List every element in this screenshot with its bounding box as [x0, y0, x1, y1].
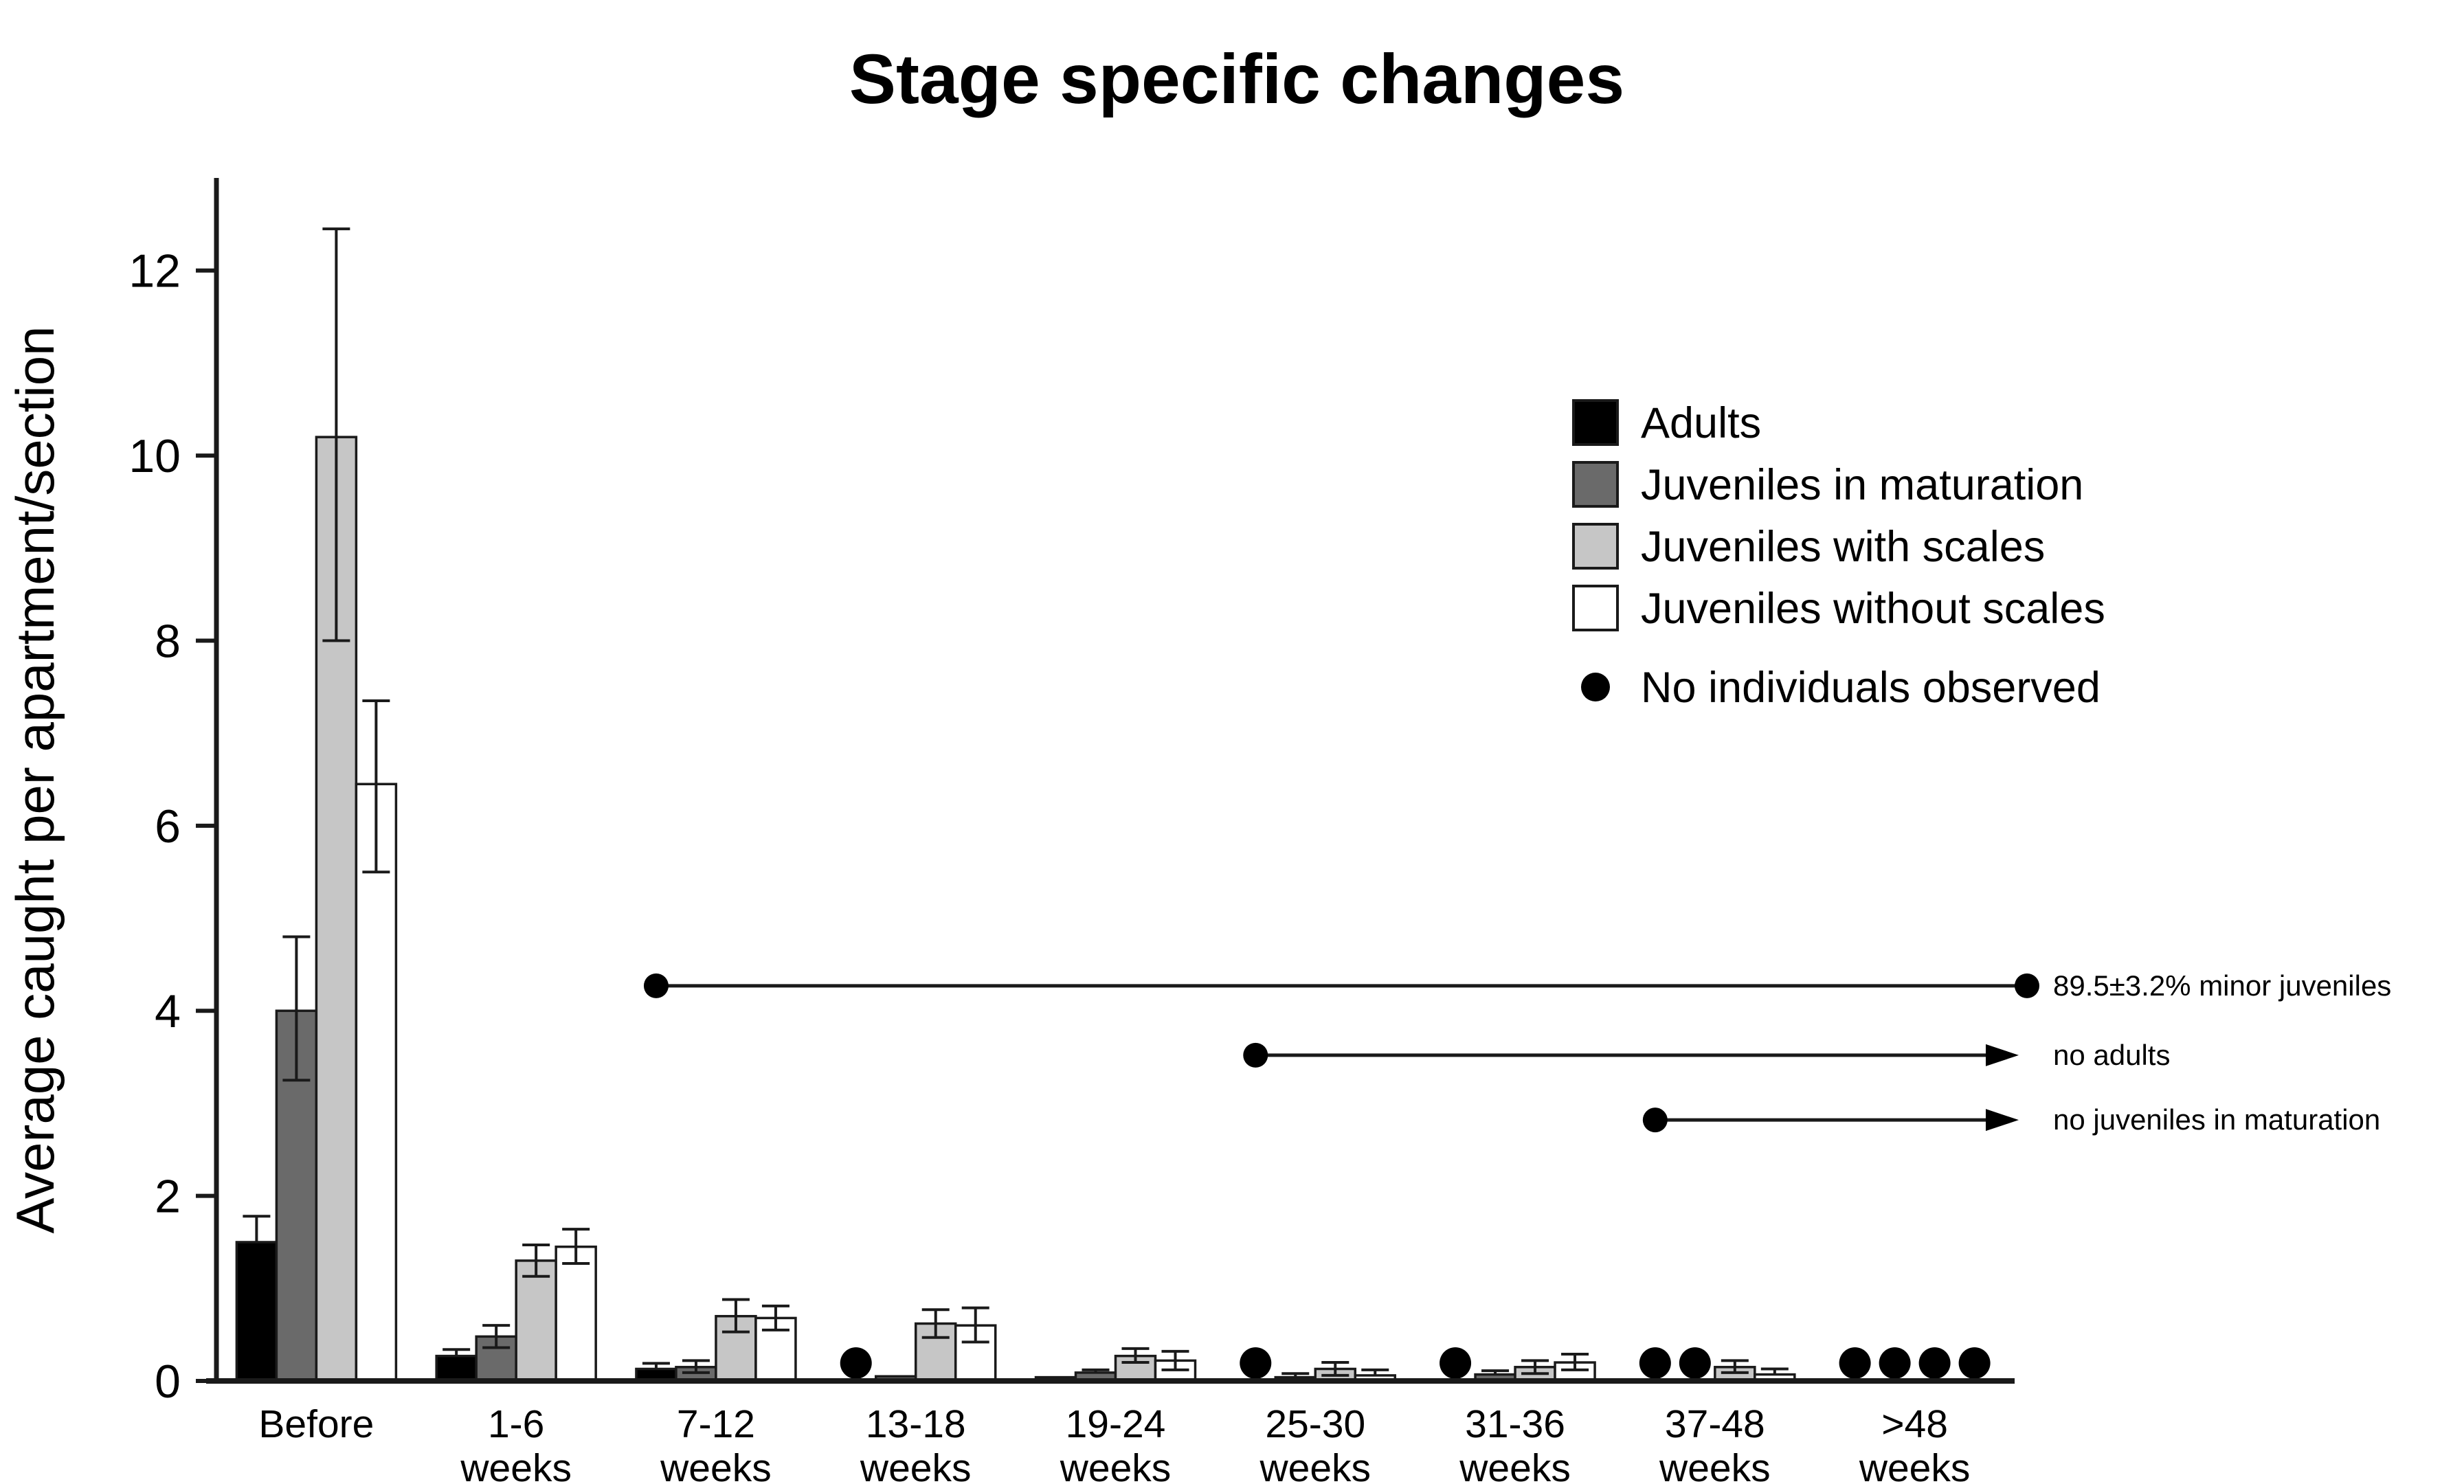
x-tick-label-13-18: 13-18 [866, 1402, 966, 1446]
x-tick-label-37-48-line2: weeks [1659, 1446, 1771, 1484]
x-tick-label-37-48: 37-48 [1665, 1402, 1765, 1446]
annotation-start-dot-3 [1642, 1108, 1668, 1133]
no-individuals-dot-13-18-slot0 [840, 1347, 872, 1379]
annotation-label-no-juveniles-in-maturation: no juveniles in maturation [2053, 1103, 2380, 1136]
x-tick-label-25-30: 25-30 [1265, 1402, 1365, 1446]
legend-swatch-juveniles-with-scales [1572, 523, 1619, 570]
bar-juveniles-without-scales-1-6 [555, 1245, 597, 1382]
legend-swatch-juveniles-in-maturation [1572, 461, 1619, 508]
y-tick-label-8: 8 [155, 615, 181, 667]
y-tick-label-0: 0 [155, 1356, 181, 1408]
legend-swatch-juveniles-without-scales [1572, 585, 1619, 631]
bar-juveniles-without-scales-before [355, 783, 398, 1382]
x-tick-label->48-line2: weeks [1859, 1446, 1971, 1484]
y-axis-label: Average caught per apartment/section [5, 326, 65, 1233]
y-tick-label-4: 4 [155, 985, 181, 1037]
bar-adults-1-6 [435, 1354, 478, 1382]
annotation-arrowhead-3 [1986, 1109, 2019, 1132]
no-individuals-dot-25-30-slot0 [1240, 1347, 1272, 1379]
no-individuals-dot-37-48-slot0 [1639, 1347, 1671, 1379]
x-tick-label-19-24: 19-24 [1066, 1402, 1166, 1446]
legend-no-individuals-dot [1581, 673, 1610, 701]
y-tick-label-10: 10 [128, 430, 181, 482]
y-tick-label-12: 12 [128, 245, 181, 297]
no-individuals-dot->48-slot0 [1839, 1347, 1871, 1379]
x-tick-label-25-30-line2: weeks [1259, 1446, 1371, 1484]
no-individuals-dot->48-slot1 [1879, 1347, 1911, 1379]
bar-adults-before [235, 1241, 278, 1382]
annotation-label-no-adults: no adults [2053, 1039, 2170, 1071]
x-tick-label-31-36: 31-36 [1465, 1402, 1565, 1446]
annotation-start-dot-1 [643, 973, 669, 998]
legend-label-no-individuals-observed: No individuals observed [1641, 664, 2101, 712]
x-tick-label-31-36-line2: weeks [1459, 1446, 1571, 1484]
y-tick-label-2: 2 [155, 1171, 181, 1223]
legend-label-juveniles-in-maturation: Juveniles in maturation [1641, 461, 2083, 509]
x-tick-label-before: Before [258, 1402, 374, 1446]
x-tick-label-19-24-line2: weeks [1060, 1446, 1172, 1484]
annotation-arrowhead-2 [1986, 1044, 2019, 1066]
chart-title: Stage specific changes [849, 40, 1624, 118]
x-tick-label->48: >48 [1881, 1402, 1948, 1446]
no-individuals-dot->48-slot3 [1958, 1347, 1991, 1379]
x-tick-label-1-6: 1-6 [488, 1402, 544, 1446]
annotation-start-dot-2 [1243, 1042, 1268, 1068]
x-tick-label-7-12: 7-12 [677, 1402, 755, 1446]
y-tick-label-6: 6 [155, 800, 181, 853]
bar-juveniles-with-scales-1-6 [515, 1259, 557, 1382]
x-tick-label-1-6-line2: weeks [460, 1446, 572, 1484]
annotation-label-89-5-3-2-minor-juveniles: 89.5±3.2% minor juveniles [2053, 969, 2391, 1002]
legend-label-adults: Adults [1641, 399, 1761, 447]
no-individuals-dot-31-36-slot0 [1440, 1347, 1472, 1379]
legend-label-juveniles-with-scales: Juveniles with scales [1641, 523, 2045, 571]
legend-label-juveniles-without-scales: Juveniles without scales [1641, 585, 2105, 633]
legend-swatch-adults [1572, 399, 1619, 446]
no-individuals-dot-37-48-slot1 [1679, 1347, 1711, 1379]
x-tick-label-7-12-line2: weeks [660, 1446, 772, 1484]
annotation-end-dot-1 [2015, 973, 2039, 998]
x-tick-label-13-18-line2: weeks [860, 1446, 972, 1484]
no-individuals-dot->48-slot2 [1918, 1347, 1951, 1379]
